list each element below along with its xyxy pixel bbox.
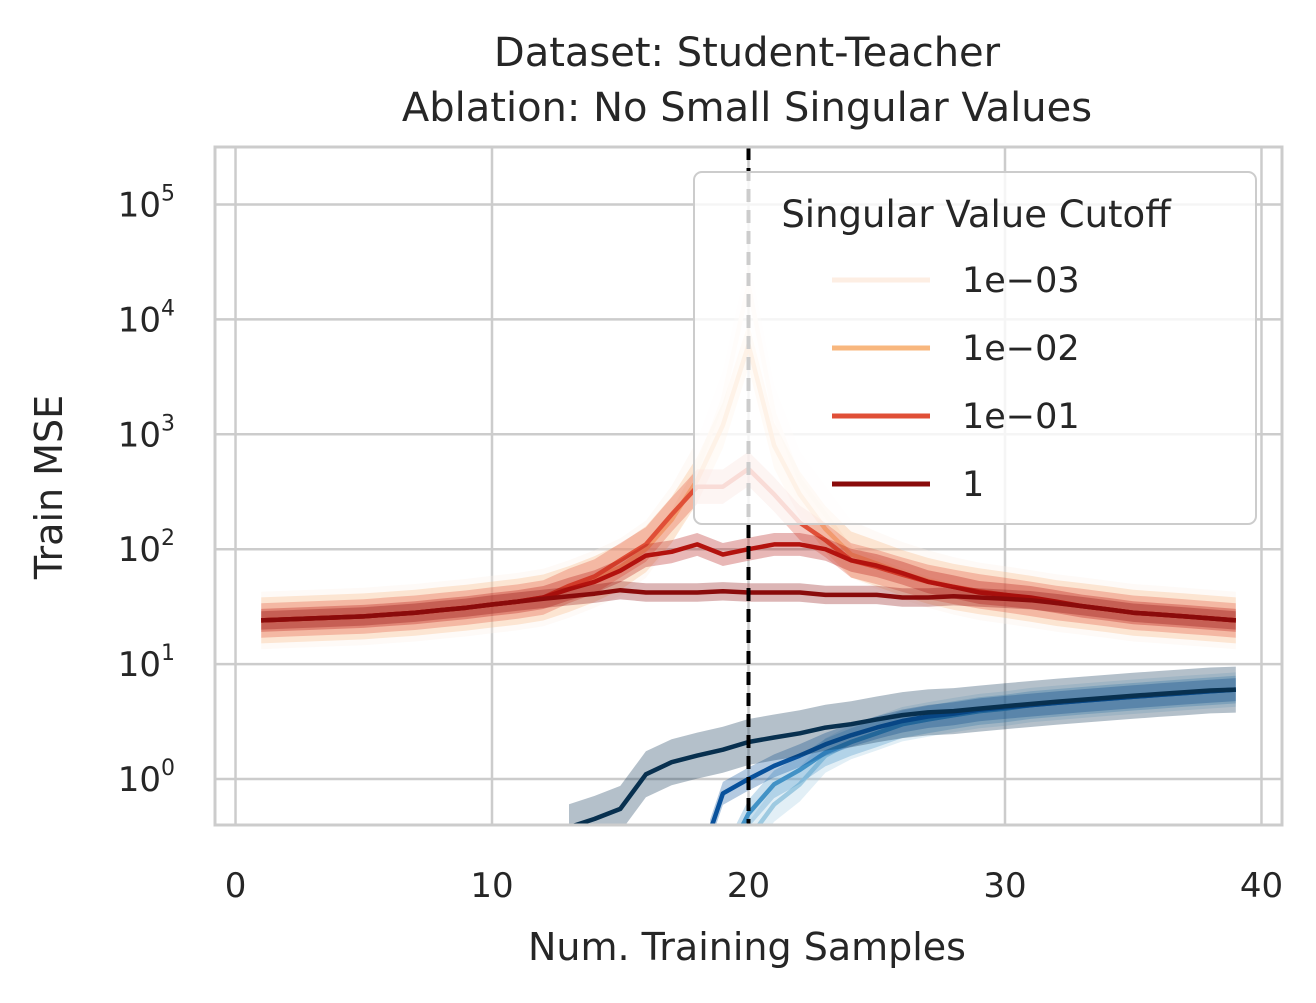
- y-tick-label-4: 104: [118, 296, 175, 340]
- x-axis-ticks: 0 10 20 30 40: [225, 866, 1283, 906]
- x-tick-label-2: 20: [727, 866, 770, 906]
- plot-frame: [213, 145, 1284, 827]
- x-tick-label-0: 0: [225, 866, 247, 906]
- x-axis-label: Num. Training Samples: [528, 925, 966, 969]
- legend-label-2: 1e−01: [962, 397, 1080, 437]
- chart-title-line-2: Ablation: No Small Singular Values: [402, 85, 1092, 131]
- chart-title-line-1: Dataset: Student-Teacher: [494, 30, 1001, 76]
- y-tick-label-1: 101: [118, 641, 175, 685]
- series-layer: [261, 256, 1236, 825]
- y-tick-label-5: 105: [118, 181, 175, 225]
- y-tick-label-2: 102: [118, 526, 175, 570]
- series-band-8: [569, 666, 1236, 825]
- legend-label-0: 1e−03: [962, 261, 1080, 301]
- y-tick-label-3: 103: [118, 411, 175, 455]
- y-axis-label: Train MSE: [27, 395, 71, 580]
- x-tick-label-3: 30: [983, 866, 1026, 906]
- series-band-4: [261, 581, 1236, 630]
- y-axis-ticks: 100 101 102 103 104 105: [118, 181, 175, 800]
- x-tick-label-1: 10: [470, 866, 513, 906]
- series-band-3: [261, 533, 1236, 632]
- series-band-5: [748, 672, 1236, 825]
- legend-label-3: 1: [962, 465, 984, 505]
- y-tick-label-0: 100: [118, 756, 175, 800]
- legend: Singular Value Cutoff 1e−03 1e−02 1e−01 1: [693, 171, 1257, 525]
- x-tick-label-4: 40: [1240, 866, 1283, 906]
- legend-box: [693, 171, 1257, 525]
- series-line-8: [568, 687, 1236, 825]
- legend-title: Singular Value Cutoff: [781, 193, 1172, 236]
- series-band-0: [261, 256, 1236, 650]
- legend-label-1: 1e−02: [962, 329, 1080, 369]
